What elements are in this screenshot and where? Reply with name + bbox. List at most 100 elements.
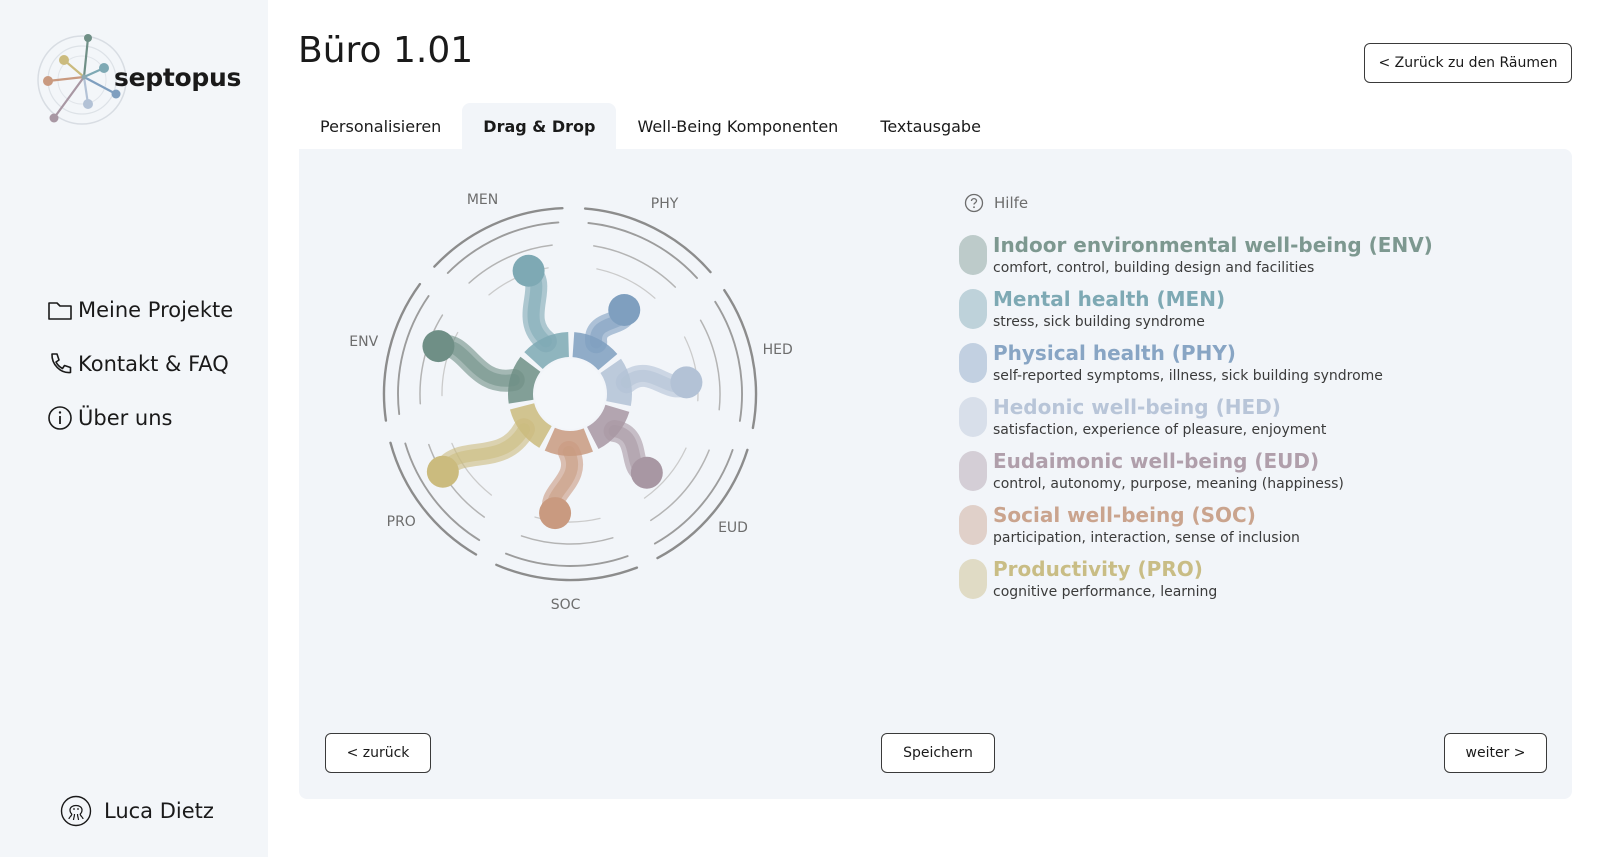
save-button[interactable]: Speichern — [881, 733, 995, 773]
scale-ring-segment — [520, 535, 614, 545]
scale-ring-segment — [495, 563, 639, 582]
legend-description: control, autonomy, purpose, meaning (hap… — [993, 476, 1344, 492]
tab-well-being-komponenten[interactable]: Well-Being Komponenten — [637, 116, 839, 136]
scale-ring-segment — [382, 282, 422, 422]
legend-swatch[interactable] — [959, 235, 987, 275]
scale-ring-segment — [389, 441, 478, 556]
sidebar-item-label: Kontakt & FAQ — [78, 352, 229, 376]
scale-ring-segment — [699, 319, 721, 411]
sidebar-item-label: Meine Projekte — [78, 298, 234, 322]
legend-swatch[interactable] — [959, 451, 987, 491]
user-name: Luca Dietz — [104, 799, 214, 823]
back-button[interactable]: < zurück — [325, 733, 431, 773]
scale-ring-segment — [714, 300, 743, 422]
legend-swatch[interactable] — [959, 343, 987, 383]
app-name: septopus — [114, 63, 242, 92]
scale-ring-segment — [583, 207, 712, 274]
phone-icon — [51, 353, 72, 374]
scale-ring-segment — [433, 207, 564, 268]
scale-ring-segment — [723, 289, 758, 430]
drag-handle-phy[interactable] — [608, 293, 641, 326]
scale-ring-segment — [596, 268, 656, 299]
tab-bar: Personalisieren Drag & Drop Well-Being K… — [299, 103, 1002, 149]
legend-swatch[interactable] — [959, 397, 987, 437]
drag-handle-hed[interactable] — [670, 366, 703, 399]
sidebar-nav: Meine Projekte Kontakt & FAQ Über uns — [46, 296, 233, 458]
tab-personalisieren[interactable]: Personalisieren — [320, 116, 442, 136]
legend-description: cognitive performance, learning — [993, 584, 1218, 600]
legend-item[interactable]: Hedonic well-being (HED) satisfaction, ex… — [959, 395, 1433, 449]
septopus-logo-icon — [37, 34, 127, 125]
help-circle-icon — [964, 193, 984, 213]
help-label: Hilfe — [994, 194, 1029, 212]
sidebar-item-kontakt-faq[interactable]: Kontakt & FAQ — [46, 350, 233, 378]
drag-handle-men[interactable] — [512, 254, 545, 287]
sidebar-item-label: Über uns — [78, 406, 173, 430]
scale-ring-segment — [404, 442, 481, 542]
legend-swatch[interactable] — [959, 289, 987, 329]
axis-label-phy: PHY — [650, 195, 679, 212]
next-button[interactable]: weiter > — [1444, 733, 1547, 773]
chart-center — [535, 359, 605, 429]
legend-item[interactable]: Productivity (PRO) cognitive performance,… — [959, 557, 1433, 611]
octopus-avatar-icon — [60, 795, 92, 827]
axis-label-men: MEN — [466, 192, 499, 209]
user-profile[interactable]: Luca Dietz — [60, 795, 214, 827]
legend-item[interactable]: Eudaimonic well-being (EUD) control, auto… — [959, 449, 1433, 503]
septopus-logo[interactable]: septopus — [36, 32, 241, 132]
scale-ring-segment — [643, 447, 687, 499]
axis-label-soc: SOC — [550, 596, 581, 613]
scale-ring-segment — [397, 295, 430, 416]
legend-title: Hedonic well-being (HED) — [993, 395, 1281, 419]
drag-handle-pro[interactable] — [426, 455, 459, 488]
legend-description: participation, interaction, sense of inc… — [993, 530, 1300, 546]
legend-description: self-reported symptoms, illness, sick bu… — [993, 368, 1383, 384]
legend-description: comfort, control, building design and fa… — [993, 260, 1315, 276]
tab-textausgabe[interactable]: Textausgabe — [880, 116, 981, 136]
legend-title: Mental health (MEN) — [993, 287, 1226, 311]
sidebar-item-ueber-uns[interactable]: Über uns — [46, 404, 233, 432]
info-icon — [48, 406, 72, 430]
legend-description: satisfaction, experience of pleasure, en… — [993, 422, 1327, 438]
scale-ring-segment — [446, 221, 560, 274]
scale-ring-segment — [593, 245, 677, 288]
legend-description: stress, sick building syndrome — [993, 314, 1205, 330]
drag-handle-env[interactable] — [422, 330, 455, 363]
sidebar: septopus Meine Projekte Kontakt & FAQ Üb… — [0, 0, 268, 857]
tab-drag-drop[interactable]: Drag & Drop — [462, 103, 617, 149]
help-link[interactable]: Hilfe — [964, 193, 1028, 213]
legend-item[interactable]: Physical health (PHY) self-reported sympt… — [959, 341, 1433, 395]
legend-title: Eudaimonic well-being (EUD) — [993, 449, 1320, 473]
drag-drop-panel: ENV MEN PHY HED EUD SOC PRO Hilfe Indoor envir… — [299, 149, 1572, 799]
scale-ring-segment — [653, 449, 734, 545]
scale-ring-segment — [505, 552, 629, 567]
sidebar-item-meine-projekte[interactable]: Meine Projekte — [46, 296, 233, 324]
septopus-radial-chart[interactable] — [299, 149, 879, 649]
legend-title: Indoor environmental well-being (ENV) — [993, 233, 1433, 257]
scale-ring-segment — [468, 244, 553, 284]
legend-title: Social well-being (SOC) — [993, 503, 1256, 527]
axis-label-pro: PRO — [386, 513, 416, 530]
well-being-legend: Indoor environmental well-being (ENV) com… — [959, 233, 1433, 611]
axis-label-env: ENV — [349, 333, 379, 350]
legend-item[interactable]: Social well-being (SOC) participation, in… — [959, 503, 1433, 557]
legend-swatch[interactable] — [959, 559, 987, 599]
back-to-rooms-button[interactable]: < Zurück zu den Räumen — [1364, 43, 1572, 83]
scale-ring-segment — [656, 448, 749, 560]
drag-handle-soc[interactable] — [539, 497, 572, 530]
scale-ring-segment — [419, 314, 444, 405]
axis-label-eud: EUD — [718, 520, 748, 537]
legend-item[interactable]: Mental health (MEN) stress, sick building… — [959, 287, 1433, 341]
legend-swatch[interactable] — [959, 505, 987, 545]
legend-title: Physical health (PHY) — [993, 341, 1236, 365]
axis-label-hed: HED — [762, 341, 793, 358]
scale-ring-segment — [650, 449, 710, 522]
scale-ring-segment — [587, 222, 698, 279]
legend-title: Productivity (PRO) — [993, 557, 1203, 581]
legend-item[interactable]: Indoor environmental well-being (ENV) com… — [959, 233, 1433, 287]
scale-ring-segment — [683, 336, 699, 402]
page-title: Büro 1.01 — [298, 30, 474, 71]
scale-ring-segment — [451, 442, 493, 496]
folder-icon — [48, 302, 72, 320]
drag-handle-eud[interactable] — [630, 456, 663, 489]
